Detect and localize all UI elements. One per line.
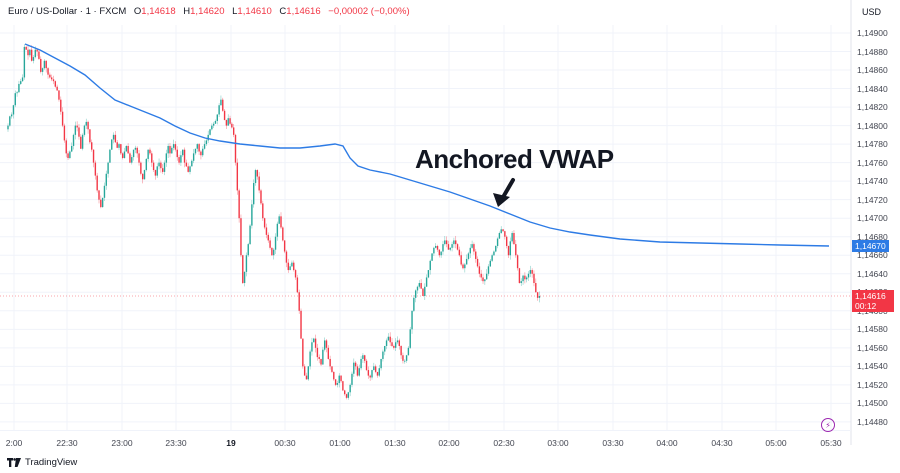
price-tick: 1,14760	[857, 157, 888, 168]
time-tick: 04:00	[656, 438, 678, 448]
time-tick: 23:30	[165, 438, 187, 448]
change-value: −0,00002 (−0,00%)	[328, 6, 410, 17]
time-tick: 23:00	[111, 438, 133, 448]
price-tick: 1,14880	[857, 46, 888, 57]
time-tick: 05:30	[820, 438, 842, 448]
brand-name: TradingView	[25, 457, 78, 468]
open-value: 1,14618	[141, 6, 176, 17]
lightning-icon[interactable]: ⚡	[821, 418, 835, 432]
time-tick: 22:30	[56, 438, 78, 448]
bar-countdown: 00:12	[855, 301, 877, 311]
price-tick: 1,14840	[857, 83, 888, 94]
price-tick: 1,14520	[857, 379, 888, 390]
tradingview-logo[interactable]: TradingView	[7, 457, 77, 468]
time-axis-divider	[0, 430, 851, 431]
tradingview-icon	[7, 458, 21, 467]
symbol-legend: Euro / US-Dollar · 1 · FXCM O1,14618 H1,…	[8, 6, 410, 17]
price-tick: 1,14500	[857, 398, 888, 409]
close-value: 1,14616	[286, 6, 321, 17]
time-tick: 03:00	[547, 438, 569, 448]
price-tick: 1,14560	[857, 342, 888, 353]
price-tick: 1,14720	[857, 194, 888, 205]
symbol-title: Euro / US-Dollar · 1 · FXCM	[8, 6, 127, 17]
time-tick: 02:00	[438, 438, 460, 448]
time-tick: 2:00	[5, 438, 23, 448]
price-tick: 1,14660	[857, 250, 888, 261]
price-tick: 1,14860	[857, 65, 888, 76]
currency-label[interactable]: USD	[862, 7, 882, 17]
price-tick: 1,14820	[857, 102, 888, 113]
price-axis[interactable]: 1,14900 1,14880 1,14860 1,14840 1,14820 1,148…	[851, 0, 900, 445]
time-tick: 19	[226, 438, 236, 448]
price-tick: 1,14700	[857, 213, 888, 224]
time-tick: 01:30	[384, 438, 406, 448]
price-tick: 1,14800	[857, 120, 888, 131]
price-tick: 1,14900	[857, 28, 888, 38]
time-tick: 03:30	[602, 438, 624, 448]
last-price-value: 1,14616	[855, 291, 886, 301]
price-tick: 1,14680	[857, 231, 888, 242]
price-tick: 1,14740	[857, 176, 888, 187]
low-value: 1,14610	[237, 6, 272, 17]
time-tick: 05:00	[765, 438, 787, 448]
time-tick: 04:30	[711, 438, 733, 448]
time-tick: 02:30	[493, 438, 515, 448]
anchored-vwap-annotation: Anchored VWAP	[415, 144, 614, 174]
time-tick: 01:00	[329, 438, 351, 448]
price-tick: 1,14640	[857, 268, 888, 279]
price-tick: 1,14480	[857, 416, 888, 427]
price-tick: 1,14580	[857, 324, 888, 335]
time-tick: 00:30	[274, 438, 296, 448]
high-value: 1,14620	[190, 6, 225, 17]
vwap-price-label: 1,14670	[852, 240, 889, 252]
last-price-label: 1,14616 00:12	[852, 290, 894, 312]
price-tick: 1,14780	[857, 139, 888, 150]
price-tick: 1,14540	[857, 361, 888, 372]
